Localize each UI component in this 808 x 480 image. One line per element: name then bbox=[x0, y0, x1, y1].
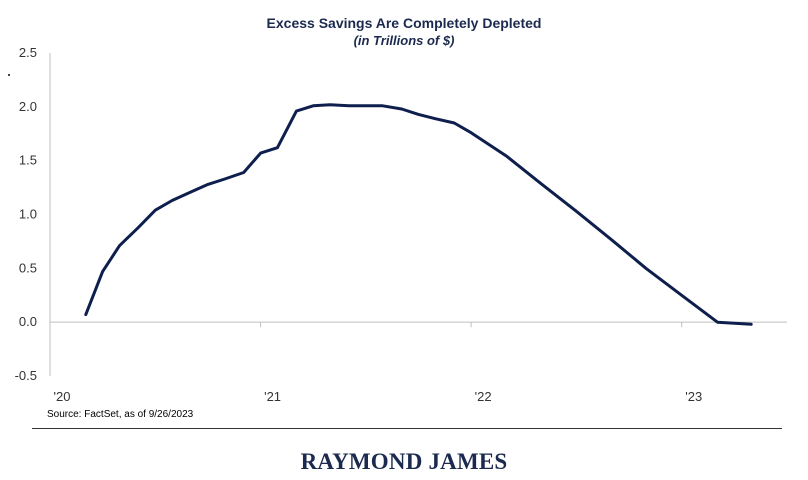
x-tick-label: '20 bbox=[54, 389, 71, 404]
x-tick-label: '23 bbox=[685, 389, 702, 404]
y-tick-label: 2.0 bbox=[19, 99, 37, 114]
y-tick-label: 0.5 bbox=[19, 260, 37, 275]
raymond-james-logo: RAYMOND JAMES bbox=[300, 449, 508, 474]
x-tick-label: '22 bbox=[475, 389, 492, 404]
chart-subtitle: (in Trillions of $) bbox=[353, 33, 455, 48]
x-tick-label: '21 bbox=[264, 389, 281, 404]
series-line bbox=[84, 103, 753, 326]
source-note: Source: FactSet, as of 9/26/2023 bbox=[47, 409, 194, 420]
y-tick-label: 1.5 bbox=[19, 153, 37, 168]
y-tick-label: 2.5 bbox=[19, 45, 37, 60]
y-tick-label: 1.0 bbox=[19, 207, 37, 222]
stray-dot bbox=[8, 74, 10, 76]
chart-title: Excess Savings Are Completely Depleted bbox=[266, 15, 542, 31]
divider bbox=[32, 428, 782, 429]
y-tick-label: 0.0 bbox=[19, 314, 37, 329]
y-tick-label: -0.5 bbox=[15, 368, 37, 383]
